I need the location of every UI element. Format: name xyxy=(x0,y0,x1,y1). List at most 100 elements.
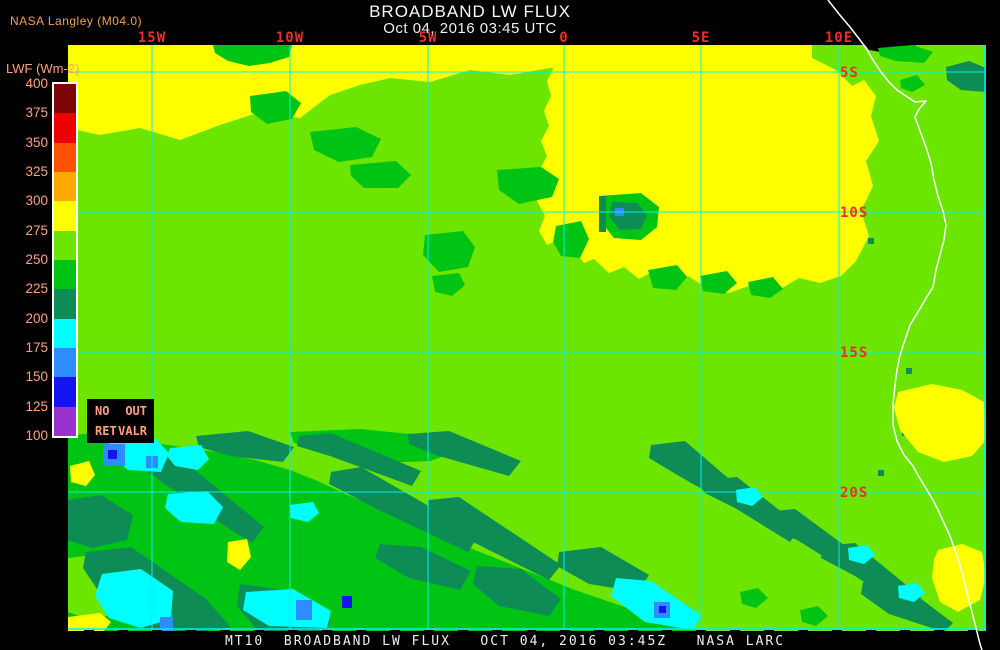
flux-region xyxy=(408,431,521,476)
flag-valr: VALR xyxy=(118,424,147,438)
edge-tick xyxy=(798,630,808,631)
colorbar-segment xyxy=(54,142,76,172)
edge-tick xyxy=(322,630,332,631)
colorbar-tick-label: 250 xyxy=(25,252,48,267)
colorbar-tick-label: 100 xyxy=(25,428,48,443)
flux-region xyxy=(432,273,465,296)
longitude-label: 15W xyxy=(138,30,166,46)
colorbar-tick-label: 375 xyxy=(25,105,48,121)
edge-tick xyxy=(424,630,434,631)
flux-region xyxy=(932,544,986,612)
edge-tick xyxy=(560,630,570,631)
latitude-label: 15S xyxy=(840,345,868,361)
colorbar-tick-label: 275 xyxy=(25,222,48,238)
flux-region xyxy=(213,45,292,66)
colorbar-segment xyxy=(54,406,76,436)
edge-tick xyxy=(934,630,944,631)
edge-tick xyxy=(118,630,128,631)
colorbar-segment xyxy=(54,377,76,407)
flux-region xyxy=(740,588,768,608)
longitude-label: 5E xyxy=(692,30,711,46)
flux-region xyxy=(68,432,706,631)
colorbar-segment xyxy=(54,347,76,378)
colorbar-segment xyxy=(54,113,76,143)
longitude-label: 0 xyxy=(559,30,568,46)
flux-region xyxy=(700,271,737,294)
longitude-label: 5W xyxy=(419,30,438,46)
flux-region xyxy=(427,497,561,580)
edge-tick xyxy=(526,630,536,631)
retrieval-flag-legend: NO OUT RET VALR xyxy=(87,399,154,443)
colorbar-tick-label: 200 xyxy=(25,310,48,326)
edge-tick xyxy=(594,630,604,631)
longitude-label: 10E xyxy=(825,30,853,46)
flux-region xyxy=(165,491,223,524)
colorbar-segment xyxy=(54,230,76,260)
edge-tick xyxy=(254,630,264,631)
flux-region xyxy=(342,596,352,608)
colorbar-segment xyxy=(54,318,76,348)
colorbar-segment xyxy=(54,84,76,114)
edge-tick xyxy=(730,630,740,631)
latitude-label: 10S xyxy=(840,205,868,221)
colorbar-tick-label: 350 xyxy=(25,134,48,150)
flux-region xyxy=(648,265,687,290)
flux-region xyxy=(497,167,559,204)
colorbar-tick-label: 300 xyxy=(25,193,48,209)
edge-tick xyxy=(832,630,842,631)
latitude-label: 5S xyxy=(840,65,859,81)
colorbar xyxy=(52,82,78,438)
flux-region xyxy=(473,566,561,616)
edge-tick xyxy=(84,630,94,631)
longitude-label: 10W xyxy=(276,30,304,46)
flux-region xyxy=(878,470,884,476)
flux-region xyxy=(167,445,209,470)
flux-region xyxy=(553,221,589,258)
flag-out: OUT xyxy=(125,404,147,418)
flux-region xyxy=(848,545,875,564)
edge-tick xyxy=(458,630,468,631)
flux-region xyxy=(861,579,953,631)
flux-region xyxy=(196,431,294,462)
colorbar-title: LWF (Wm-2) xyxy=(6,61,80,76)
edge-tick xyxy=(866,630,876,631)
colorbar-tick-label: 125 xyxy=(25,398,48,414)
colorbar-tick-label: 175 xyxy=(25,340,48,355)
edge-tick xyxy=(288,630,298,631)
edge-tick xyxy=(662,630,672,631)
flux-region xyxy=(160,617,173,631)
flux-region xyxy=(894,384,986,462)
flux-region xyxy=(68,45,660,140)
flux-region xyxy=(95,569,173,628)
flux-region xyxy=(297,433,421,486)
edge-tick xyxy=(220,630,230,631)
flux-region xyxy=(227,539,251,570)
latitude-label: 20S xyxy=(840,485,868,501)
edge-tick xyxy=(900,630,910,631)
page-title: BROADBAND LW FLUX xyxy=(369,2,571,21)
edge-tick xyxy=(968,630,978,631)
edge-tick xyxy=(186,630,196,631)
flux-region xyxy=(423,231,475,272)
edge-tick xyxy=(492,630,502,631)
colorbar-tick-label: 400 xyxy=(25,76,48,91)
flux-region xyxy=(350,161,411,188)
edge-tick xyxy=(696,630,706,631)
flux-region xyxy=(659,606,666,613)
flux-region xyxy=(898,583,925,602)
flux-region xyxy=(296,600,312,620)
coastline xyxy=(827,0,983,650)
flux-region xyxy=(290,502,319,522)
flux-region xyxy=(537,45,879,293)
flux-region xyxy=(868,238,874,244)
flux-region xyxy=(70,461,95,486)
status-bar-text: MT10 BROADBAND LW FLUX OCT 04, 2016 03:4… xyxy=(224,634,786,649)
flux-region xyxy=(900,75,925,92)
flux-region xyxy=(68,613,111,631)
flag-ret: RET xyxy=(95,424,117,438)
colorbar-tick-label: 225 xyxy=(25,281,48,297)
edge-tick xyxy=(764,630,774,631)
flux-region xyxy=(329,467,479,552)
credit-label: NASA Langley (M04.0) xyxy=(10,14,143,28)
